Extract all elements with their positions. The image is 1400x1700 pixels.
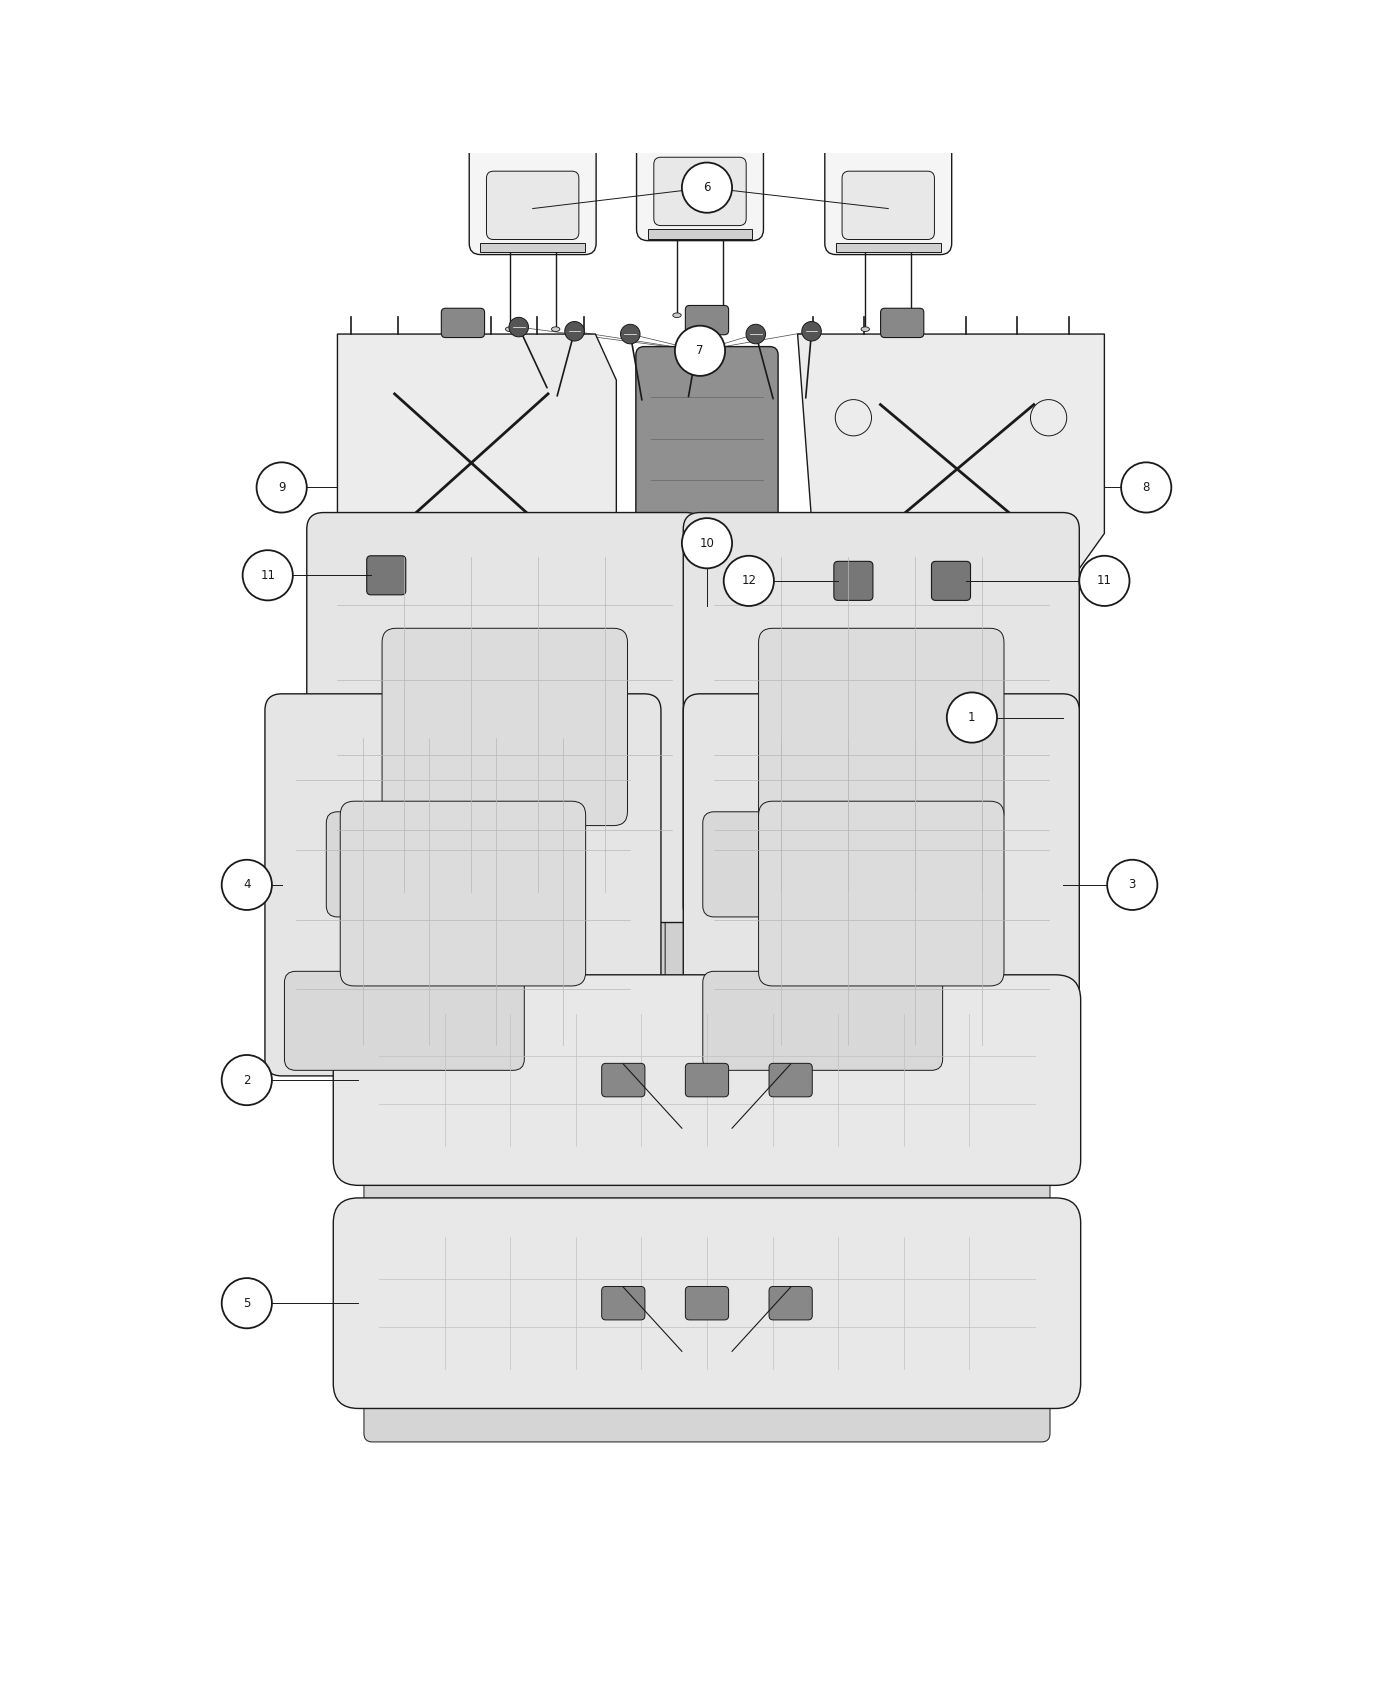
FancyBboxPatch shape xyxy=(683,512,1079,923)
Bar xyxy=(461,561,494,595)
FancyBboxPatch shape xyxy=(686,1287,728,1319)
Bar xyxy=(524,561,556,595)
Circle shape xyxy=(221,1278,272,1328)
FancyBboxPatch shape xyxy=(284,971,525,1071)
Circle shape xyxy=(256,462,307,512)
Circle shape xyxy=(675,326,725,376)
Bar xyxy=(648,230,752,238)
Circle shape xyxy=(690,321,710,342)
Bar xyxy=(836,243,941,253)
Circle shape xyxy=(221,1056,272,1105)
Ellipse shape xyxy=(673,313,682,318)
Ellipse shape xyxy=(718,313,727,318)
Circle shape xyxy=(1079,556,1130,605)
FancyBboxPatch shape xyxy=(769,1064,812,1096)
Circle shape xyxy=(682,163,732,212)
FancyBboxPatch shape xyxy=(769,1287,812,1319)
Text: 2: 2 xyxy=(244,1074,251,1086)
Text: 3: 3 xyxy=(1128,879,1135,891)
FancyBboxPatch shape xyxy=(333,1198,1081,1409)
Polygon shape xyxy=(644,738,679,1025)
Polygon shape xyxy=(665,558,700,870)
Circle shape xyxy=(1121,462,1172,512)
Text: 10: 10 xyxy=(700,537,714,549)
FancyBboxPatch shape xyxy=(326,813,566,916)
Circle shape xyxy=(620,325,640,343)
FancyBboxPatch shape xyxy=(469,141,596,255)
Text: 4: 4 xyxy=(244,879,251,891)
FancyBboxPatch shape xyxy=(367,556,406,595)
Polygon shape xyxy=(337,335,616,641)
FancyBboxPatch shape xyxy=(636,347,778,614)
Circle shape xyxy=(802,321,822,342)
Bar xyxy=(1000,544,1042,585)
Circle shape xyxy=(1107,860,1158,910)
FancyBboxPatch shape xyxy=(686,1064,728,1096)
FancyBboxPatch shape xyxy=(441,308,484,338)
FancyBboxPatch shape xyxy=(825,141,952,255)
Text: 6: 6 xyxy=(703,182,711,194)
Polygon shape xyxy=(686,558,721,870)
FancyBboxPatch shape xyxy=(340,801,585,986)
Polygon shape xyxy=(665,738,700,1025)
Circle shape xyxy=(221,860,272,910)
FancyBboxPatch shape xyxy=(931,561,970,600)
FancyBboxPatch shape xyxy=(637,128,763,241)
Text: 1: 1 xyxy=(969,711,976,724)
Text: 11: 11 xyxy=(260,570,276,581)
Bar xyxy=(930,558,972,598)
Ellipse shape xyxy=(861,326,869,332)
Text: 12: 12 xyxy=(742,575,756,588)
FancyBboxPatch shape xyxy=(683,694,1079,1076)
Bar xyxy=(398,561,431,595)
Ellipse shape xyxy=(552,326,560,332)
Text: 5: 5 xyxy=(244,1297,251,1309)
FancyBboxPatch shape xyxy=(602,1064,645,1096)
FancyBboxPatch shape xyxy=(486,172,578,240)
FancyBboxPatch shape xyxy=(759,801,1004,986)
Circle shape xyxy=(564,321,584,342)
FancyBboxPatch shape xyxy=(307,512,703,923)
FancyBboxPatch shape xyxy=(834,561,874,600)
FancyBboxPatch shape xyxy=(759,629,1004,826)
FancyBboxPatch shape xyxy=(602,1287,645,1319)
FancyBboxPatch shape xyxy=(703,813,942,916)
Ellipse shape xyxy=(907,326,916,332)
FancyBboxPatch shape xyxy=(364,1137,1050,1219)
FancyBboxPatch shape xyxy=(703,971,942,1071)
FancyBboxPatch shape xyxy=(841,172,934,240)
FancyBboxPatch shape xyxy=(686,306,728,335)
FancyBboxPatch shape xyxy=(265,694,661,1076)
Circle shape xyxy=(746,325,766,343)
Circle shape xyxy=(724,556,774,605)
Circle shape xyxy=(242,551,293,600)
Text: 9: 9 xyxy=(279,481,286,495)
Circle shape xyxy=(510,318,528,337)
Circle shape xyxy=(946,692,997,743)
FancyBboxPatch shape xyxy=(881,308,924,338)
Text: 11: 11 xyxy=(1096,575,1112,588)
Ellipse shape xyxy=(505,326,514,332)
FancyBboxPatch shape xyxy=(382,629,627,826)
Circle shape xyxy=(682,518,732,568)
Polygon shape xyxy=(798,335,1105,641)
FancyBboxPatch shape xyxy=(364,1362,1050,1442)
Text: 8: 8 xyxy=(1142,481,1149,495)
FancyBboxPatch shape xyxy=(654,156,746,226)
FancyBboxPatch shape xyxy=(333,974,1081,1185)
Bar xyxy=(480,243,585,253)
Text: 7: 7 xyxy=(696,345,704,357)
